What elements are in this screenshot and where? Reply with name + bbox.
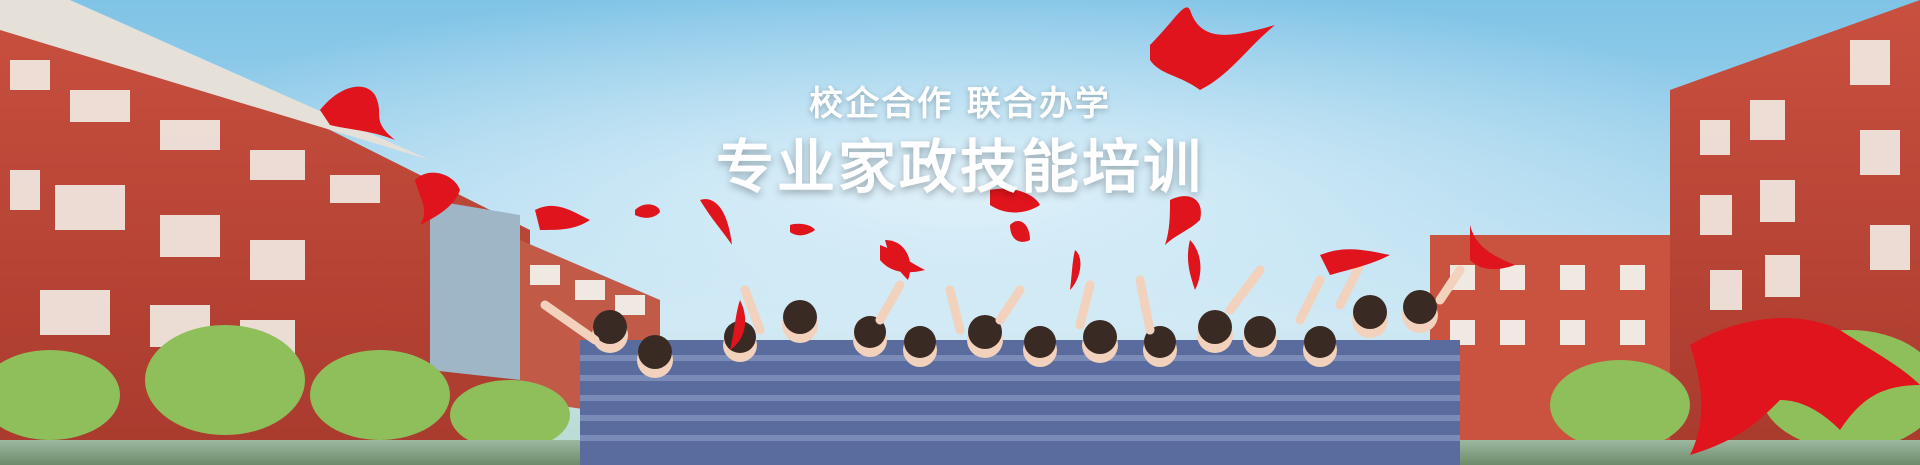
trees [0,325,1920,450]
student-crowd [540,260,1465,465]
red-scarves [320,7,1920,455]
